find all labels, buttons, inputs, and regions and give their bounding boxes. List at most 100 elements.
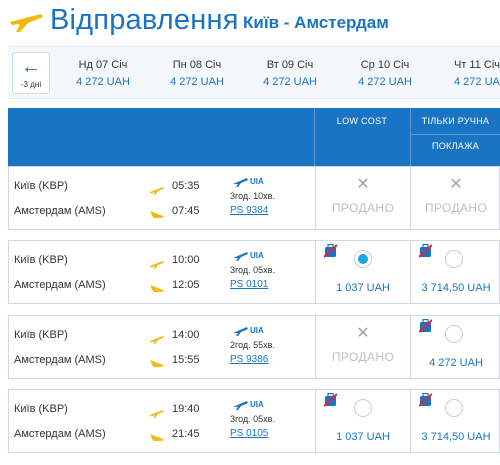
hand-luggage-column-header: ТІЛЬКИ РУЧНА ПОКЛАЖА [410, 108, 500, 181]
flight-row: Київ (KBP) Амстердам (AMS) 14:00 15:55 UIA 2г… [8, 315, 500, 379]
date-option[interactable]: Ср 10 Січ 4 272 UAH [340, 59, 430, 88]
arrival-city: Амстердам (AMS) [14, 428, 106, 440]
low-cost-fare-cell[interactable]: 1 037 UAH [315, 390, 410, 452]
no-baggage-icon [418, 392, 433, 407]
no-baggage-icon [418, 318, 433, 333]
fare-radio[interactable] [445, 325, 463, 343]
hand-luggage-fare-cell[interactable]: 4 272 UAH [410, 316, 500, 378]
date-price: 4 272 UAH [454, 76, 500, 88]
low-cost-column-header: LOW COST [314, 108, 409, 181]
sold-out-label: Продано [424, 201, 488, 215]
date-price: 4 272 UAH [170, 76, 224, 88]
flight-row: Київ (KBP) Амстердам (AMS) 19:40 21:45 UIA 3г… [8, 389, 500, 453]
arrival-time: 12:05 [172, 279, 200, 291]
departure-time: 14:00 [172, 329, 200, 341]
no-baggage-icon [418, 243, 433, 258]
landing-icon [150, 280, 164, 292]
low-cost-fare-cell: ✕ Продано [315, 316, 410, 378]
date-option[interactable]: Чт 11 Січ 4 272 UAH [438, 59, 500, 88]
date-price: 4 272 UAH [358, 76, 412, 88]
date-price: 4 272 UAH [76, 76, 130, 88]
flight-number-link[interactable]: PS 9384 [230, 205, 269, 216]
airline-logo-icon: UIA [233, 248, 269, 261]
date-label: Чт 11 Січ [454, 59, 500, 71]
page-title: Відправлення [50, 4, 239, 36]
date-price: 4 272 UAH [263, 76, 317, 88]
fare-price: 4 272 UAH [429, 357, 483, 369]
date-option[interactable]: Вт 09 Січ 4 272 UAH [245, 59, 335, 88]
hand-luggage-label-2: ПОКЛАЖА [431, 141, 480, 151]
arrival-city: Амстердам (AMS) [14, 279, 106, 291]
takeoff-icon [150, 331, 164, 344]
date-option[interactable]: Нд 07 Січ 4 272 UAH [58, 59, 148, 88]
fare-radio[interactable] [445, 399, 463, 417]
date-selector: ← -3 дні Нд 07 Січ 4 272 UAH Пн 08 Січ 4… [8, 46, 500, 99]
route-title: Київ - Амстердам [243, 13, 389, 32]
flight-number-link[interactable]: PS 9386 [230, 354, 269, 365]
hand-luggage-fare-cell[interactable]: 3 714,50 UAH [410, 241, 500, 303]
landing-icon [150, 355, 164, 367]
low-cost-fare-cell[interactable]: 1 037 UAH [315, 241, 410, 303]
date-label: Пн 08 Січ [172, 59, 222, 71]
arrow-left-icon: ← [21, 56, 41, 78]
airline-logo-icon: UIA [233, 397, 269, 410]
hand-luggage-fare-cell[interactable]: 3 714,50 UAH [410, 390, 500, 452]
arrival-city: Амстердам (AMS) [14, 205, 106, 217]
departure-city: Київ (KBP) [14, 180, 68, 192]
arrival-time: 21:45 [172, 428, 200, 440]
airline-logo-icon: UIA [233, 323, 269, 336]
fare-price: 1 037 UAH [336, 431, 390, 443]
date-label: Ср 10 Січ [360, 59, 410, 71]
fare-radio[interactable] [445, 250, 463, 268]
date-option[interactable]: Пн 08 Січ 4 272 UAH [152, 59, 242, 88]
departure-time: 10:00 [172, 254, 200, 266]
flight-duration: 3год. 05хв. [230, 414, 275, 424]
hand-luggage-fare-cell: ✕ Продано [410, 167, 500, 229]
sold-out-x-icon: ✕ [356, 325, 370, 342]
airplane-logo-icon [10, 14, 43, 32]
departure-time: 19:40 [172, 403, 200, 415]
airline-logo-text: UIA [250, 251, 264, 260]
flight-row: Київ (KBP) Амстердам (AMS) 05:35 07:45 UIA 3г… [8, 166, 500, 230]
landing-icon [150, 429, 164, 441]
airline-logo-text: UIA [250, 177, 264, 186]
sold-out-label: Продано [331, 350, 395, 364]
flight-duration: 2год. 55хв. [230, 340, 275, 350]
takeoff-icon [150, 256, 164, 269]
takeoff-icon [150, 405, 164, 418]
flight-duration: 3год. 05хв. [230, 265, 275, 275]
airline-logo-text: UIA [250, 326, 264, 335]
arrival-time: 15:55 [172, 354, 200, 366]
sold-out-x-icon: ✕ [449, 176, 463, 193]
low-cost-label: LOW COST [336, 116, 388, 126]
airline-logo-icon: UIA [233, 174, 269, 187]
takeoff-icon [150, 182, 164, 195]
departure-time: 05:35 [172, 180, 200, 192]
arrival-time: 07:45 [172, 205, 200, 217]
no-baggage-icon [323, 243, 338, 258]
prev-dates-label: -3 дні [20, 80, 42, 89]
flight-duration: 3год. 10хв. [230, 191, 275, 201]
flight-number-link[interactable]: PS 0101 [230, 279, 269, 290]
low-cost-fare-cell: ✕ Продано [315, 167, 410, 229]
fare-price: 3 714,50 UAH [421, 282, 491, 294]
prev-dates-button[interactable]: ← -3 дні [12, 52, 50, 94]
header-divider [411, 134, 500, 135]
hand-luggage-label: ТІЛЬКИ РУЧНА [421, 116, 490, 126]
page-header: Відправлення Київ - Амстердам [0, 0, 500, 46]
fare-radio[interactable] [354, 399, 372, 417]
airline-logo-text: UIA [250, 400, 264, 409]
date-label: Вт 09 Січ [266, 59, 314, 71]
fare-price: 3 714,50 UAH [421, 431, 491, 443]
departure-city: Київ (KBP) [14, 403, 68, 415]
fare-radio[interactable] [354, 250, 372, 268]
no-baggage-icon [323, 392, 338, 407]
date-label: Нд 07 Січ [78, 59, 128, 71]
sold-out-x-icon: ✕ [356, 176, 370, 193]
departure-city: Київ (KBP) [14, 254, 68, 266]
flight-number-link[interactable]: PS 0105 [230, 428, 269, 439]
departure-city: Київ (KBP) [14, 329, 68, 341]
sold-out-label: Продано [331, 201, 395, 215]
landing-icon [150, 206, 164, 218]
arrival-city: Амстердам (AMS) [14, 354, 106, 366]
